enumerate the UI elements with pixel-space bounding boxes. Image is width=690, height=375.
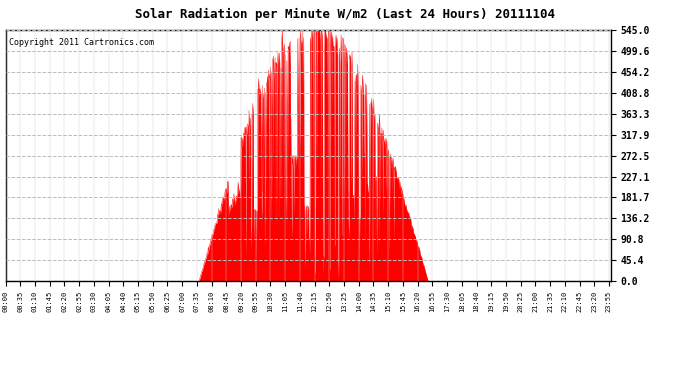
Text: Copyright 2011 Cartronics.com: Copyright 2011 Cartronics.com [8, 38, 154, 46]
Text: Solar Radiation per Minute W/m2 (Last 24 Hours) 20111104: Solar Radiation per Minute W/m2 (Last 24… [135, 8, 555, 21]
